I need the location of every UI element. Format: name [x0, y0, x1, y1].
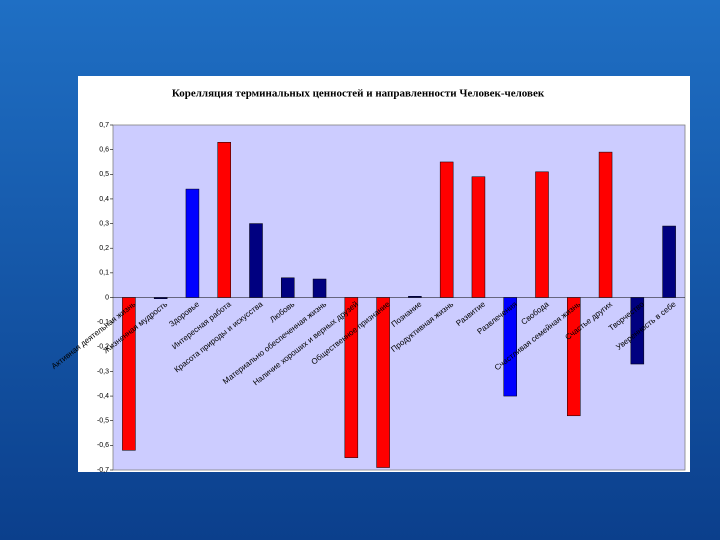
bar [344, 297, 359, 458]
y-tick-label: 0,6 [99, 146, 109, 153]
bar [598, 151, 613, 298]
bar [312, 278, 327, 298]
bar [535, 171, 549, 298]
bar [376, 297, 390, 468]
y-tick-label: 0 [105, 294, 109, 301]
y-tick-label: 0,7 [99, 122, 109, 129]
y-tick-label: 0,4 [99, 196, 109, 203]
y-tick-label: 0,1 [99, 270, 109, 277]
y-tick-label: 0,2 [99, 245, 109, 252]
y-tick-label: -0,3 [97, 368, 109, 375]
y-tick-label: -0,1 [97, 319, 109, 326]
y-tick-label: 0,3 [99, 220, 109, 227]
bar [630, 297, 645, 365]
bar [281, 277, 295, 298]
bar [471, 176, 486, 298]
y-tick-label: -0,6 [97, 442, 109, 449]
chart-title: Корелляция терминальных ценностей и напр… [172, 88, 545, 100]
bar [153, 297, 168, 299]
y-tick-label: -0,2 [97, 344, 109, 351]
bar [503, 297, 517, 397]
bar [217, 142, 231, 298]
y-tick-label: 0,5 [99, 171, 109, 178]
y-tick-label: -0,4 [97, 393, 109, 400]
bar [662, 225, 676, 298]
y-tick-label: -0,7 [97, 467, 109, 474]
y-tick-label: -0,5 [97, 418, 109, 425]
bar [408, 296, 422, 298]
bar [185, 188, 200, 298]
bar [567, 297, 581, 417]
bar [122, 297, 136, 451]
bar [249, 223, 263, 298]
bar [439, 161, 454, 298]
